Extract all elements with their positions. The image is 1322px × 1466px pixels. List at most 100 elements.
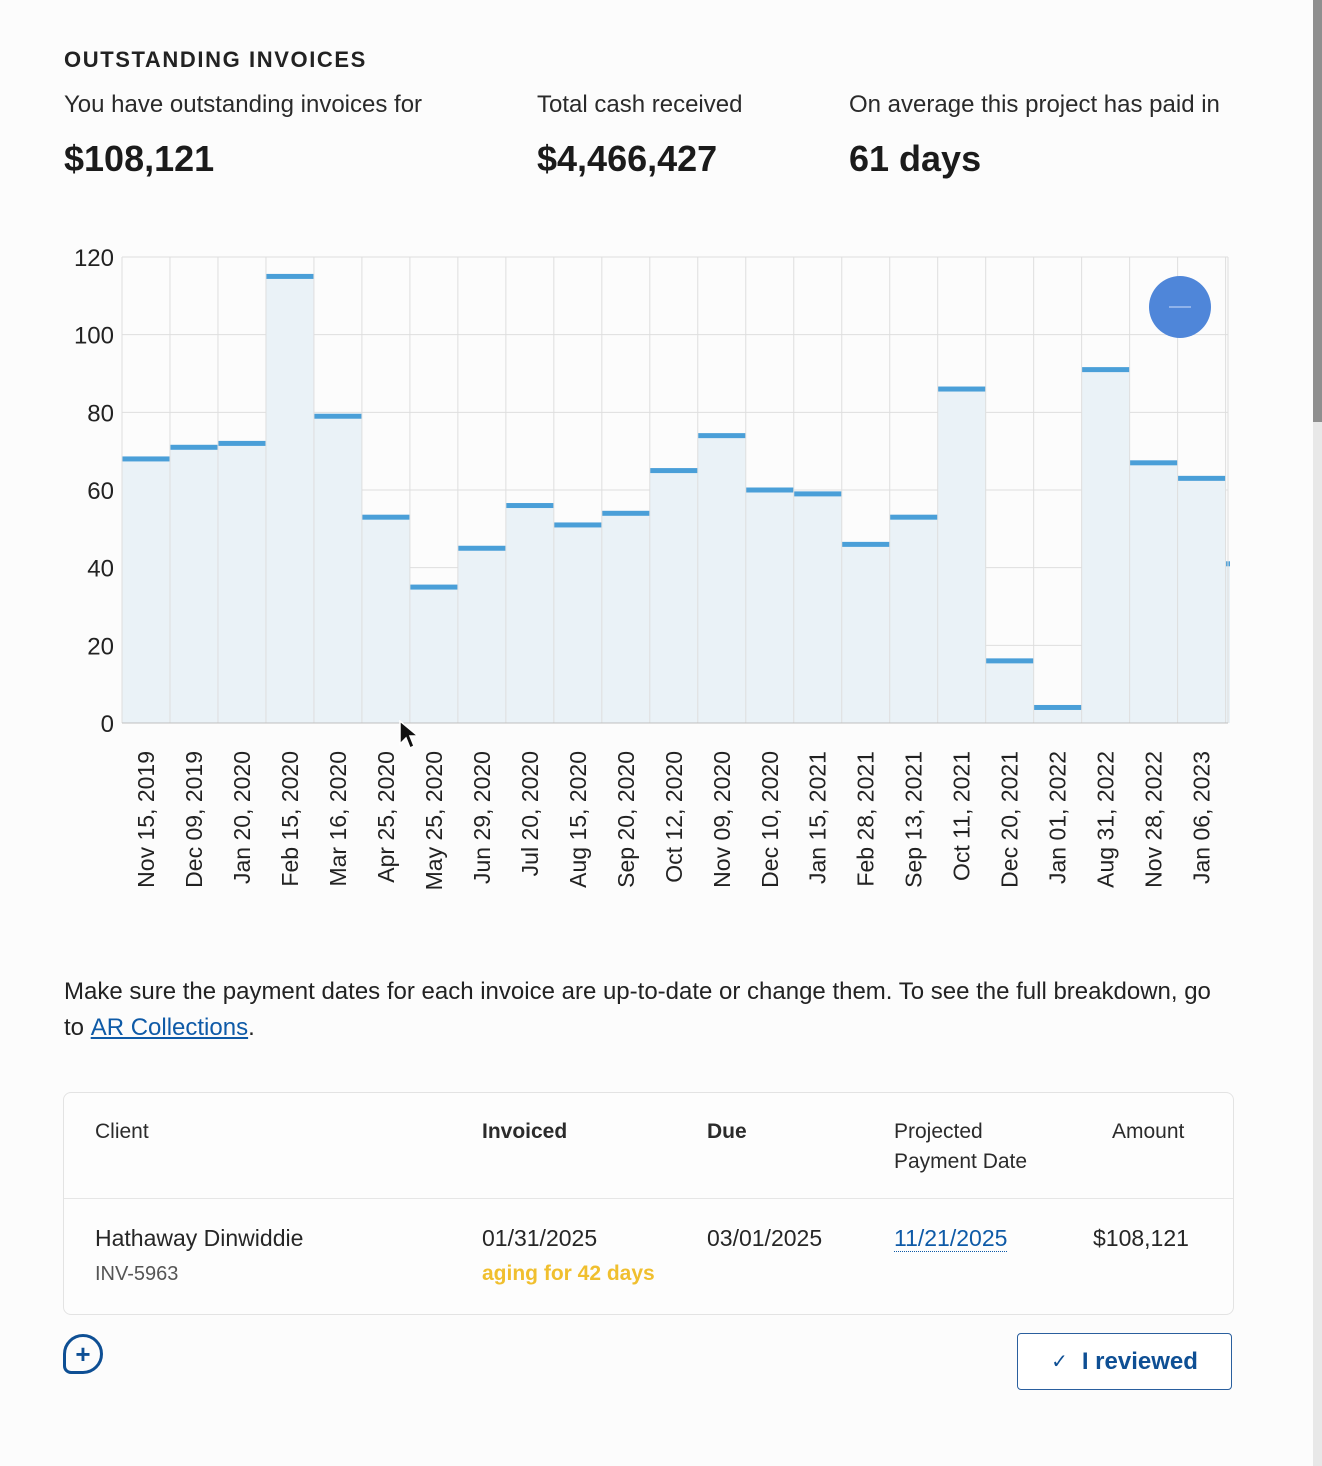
x-tick-label: Apr 25, 2020 <box>373 751 399 883</box>
x-tick-label: Sep 20, 2020 <box>613 751 639 888</box>
bar <box>937 389 986 723</box>
stat-average-days: On average this project has paid in 61 d… <box>849 88 1220 180</box>
header-due: Due <box>707 1120 747 1143</box>
bar <box>1177 478 1226 723</box>
bar-top <box>457 545 506 551</box>
bar-top <box>217 440 266 446</box>
section-title: OUTSTANDING INVOICES <box>64 47 367 72</box>
instructions-note: Make sure the payment dates for each inv… <box>64 974 1234 1046</box>
scrollbar-track[interactable] <box>1313 0 1322 1466</box>
bar <box>122 458 170 723</box>
x-tick-label: Dec 20, 2021 <box>997 751 1023 888</box>
bar-top <box>361 514 410 520</box>
x-tick-label: Jan 01, 2022 <box>1045 751 1071 884</box>
projected-date-link[interactable]: 11/21/2025 <box>894 1225 1008 1252</box>
stat-label: Total cash received <box>537 91 743 118</box>
bar-top <box>697 433 746 439</box>
scrollbar-thumb[interactable] <box>1313 0 1322 422</box>
y-tick-label: 120 <box>74 245 114 272</box>
x-tick-label: Jan 15, 2021 <box>805 751 831 884</box>
bar-top <box>1033 704 1082 710</box>
mouse-cursor-icon <box>399 720 421 750</box>
bar <box>265 276 314 723</box>
bar-top <box>1081 367 1130 373</box>
bar <box>505 505 554 723</box>
bar <box>793 493 842 723</box>
bar <box>313 416 362 723</box>
bar <box>1129 462 1178 723</box>
bar-top <box>122 456 170 462</box>
x-tick-label: Feb 28, 2021 <box>853 751 879 887</box>
bar <box>457 548 506 723</box>
plus-circle-icon: + <box>75 1339 91 1369</box>
bar <box>985 660 1034 723</box>
bar-top <box>265 273 314 279</box>
y-tick-label: 60 <box>87 478 114 505</box>
x-tick-label: Mar 16, 2020 <box>325 751 351 887</box>
invoice-days-chart: 0 20 40 60 80 100 120 Nov 15, 2019 Dec 09, 2019 J… <box>74 245 1230 890</box>
x-tick-label: Nov 28, 2022 <box>1141 751 1167 888</box>
header-amount: Amount <box>1112 1120 1185 1143</box>
due-date: 03/01/2025 <box>707 1225 823 1251</box>
bar <box>649 470 698 723</box>
y-tick-label: 20 <box>87 633 114 660</box>
bar-top <box>313 413 362 419</box>
bar-top <box>649 468 698 474</box>
x-tick-label: Dec 09, 2019 <box>181 751 207 888</box>
bar <box>1081 369 1130 723</box>
client-name: Hathaway Dinwiddie <box>95 1225 304 1251</box>
chart-minimize-button[interactable] <box>1149 276 1211 338</box>
bar-top <box>985 658 1034 664</box>
x-tick-label: Oct 12, 2020 <box>661 751 687 883</box>
invoice-number: INV-5963 <box>95 1263 179 1285</box>
bar-top <box>1177 475 1226 481</box>
header-client: Client <box>95 1120 149 1143</box>
invoiced-date: 01/31/2025 <box>482 1225 598 1251</box>
bar-top <box>409 584 458 590</box>
stat-label: On average this project has paid in <box>849 91 1220 118</box>
stat-value: $108,121 <box>64 138 215 179</box>
add-comment-button[interactable]: + <box>63 1334 103 1374</box>
x-tick-label: Feb 15, 2020 <box>277 751 303 887</box>
x-tick-label: Jun 29, 2020 <box>469 751 495 884</box>
reviewed-button[interactable]: ✓ I reviewed <box>1017 1333 1232 1390</box>
x-tick-label: Jul 20, 2020 <box>517 751 543 876</box>
x-tick-label: Dec 10, 2020 <box>757 751 783 888</box>
bar-top <box>1129 460 1178 466</box>
bar-top <box>505 503 554 509</box>
aging-badge: aging for 42 days <box>482 1262 655 1285</box>
y-tick-label: 40 <box>87 556 114 583</box>
bar <box>409 587 458 723</box>
bar <box>553 524 602 723</box>
bar <box>1033 707 1082 723</box>
amount-value: $108,121 <box>1093 1225 1189 1251</box>
x-tick-label: Nov 09, 2020 <box>709 751 735 888</box>
x-tick-label: Nov 15, 2019 <box>133 751 159 888</box>
bar-top <box>937 386 986 392</box>
y-tick-label: 80 <box>87 400 114 427</box>
header-invoiced: Invoiced <box>482 1120 568 1143</box>
bar <box>217 443 266 723</box>
invoice-table: Client Invoiced Due Projected Payment Da… <box>63 1092 1234 1315</box>
stat-value: $4,466,427 <box>537 138 718 179</box>
bar <box>841 544 890 723</box>
x-tick-label: Aug 15, 2020 <box>565 751 591 888</box>
bar-top <box>169 444 218 450</box>
x-tick-label: Jan 20, 2020 <box>229 751 255 884</box>
bar-top <box>601 510 650 516</box>
bar <box>889 517 938 723</box>
bar <box>169 447 218 723</box>
bar-top <box>841 541 890 547</box>
bar <box>745 490 794 723</box>
ar-collections-link[interactable]: AR Collections <box>90 1014 249 1041</box>
bar <box>697 435 746 723</box>
bar-top <box>889 514 938 520</box>
stat-label: You have outstanding invoices for <box>64 91 423 118</box>
bar <box>361 517 410 723</box>
note-text-end: . <box>248 1014 255 1041</box>
bar-top <box>553 522 602 528</box>
y-tick-label: 100 <box>74 323 114 350</box>
minus-icon <box>1169 306 1191 308</box>
x-tick-label: Aug 31, 2022 <box>1093 751 1119 888</box>
y-tick-label: 0 <box>101 711 114 738</box>
